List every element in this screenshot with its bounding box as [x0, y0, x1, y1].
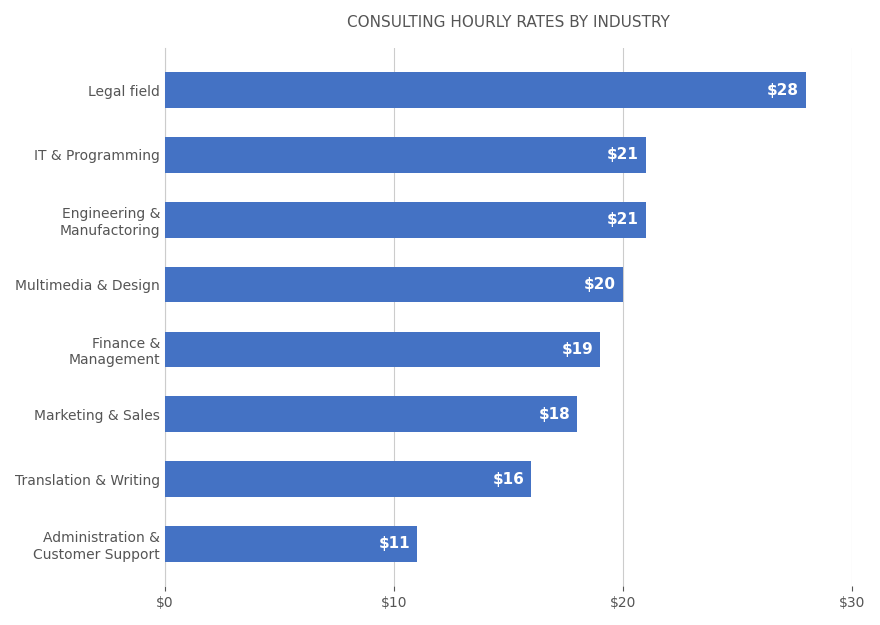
Text: $16: $16: [493, 472, 524, 487]
Bar: [165, 72, 806, 108]
Text: $11: $11: [378, 536, 410, 551]
Bar: [165, 461, 532, 497]
Text: $20: $20: [584, 277, 616, 292]
Bar: [165, 137, 646, 172]
Title: CONSULTING HOURLY RATES BY INDUSTRY: CONSULTING HOURLY RATES BY INDUSTRY: [347, 15, 670, 30]
Bar: [165, 526, 417, 562]
Bar: [165, 396, 577, 432]
Text: $28: $28: [767, 82, 799, 98]
Text: $21: $21: [607, 148, 639, 162]
Text: $19: $19: [561, 342, 593, 357]
Text: $18: $18: [539, 407, 570, 422]
Text: $21: $21: [607, 213, 639, 228]
Bar: [165, 332, 600, 367]
Bar: [165, 202, 646, 238]
Bar: [165, 267, 623, 302]
